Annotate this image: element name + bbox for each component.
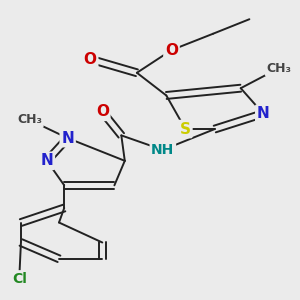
Text: O: O [84, 52, 97, 67]
Text: N: N [40, 153, 53, 168]
Text: S: S [180, 122, 191, 136]
Text: CH₃: CH₃ [17, 113, 42, 127]
Text: O: O [96, 104, 109, 119]
Text: NH: NH [151, 143, 175, 157]
Text: N: N [61, 130, 74, 146]
Text: O: O [165, 43, 178, 58]
Text: N: N [257, 106, 270, 121]
Text: CH₃: CH₃ [266, 62, 291, 75]
Text: Cl: Cl [12, 272, 27, 286]
